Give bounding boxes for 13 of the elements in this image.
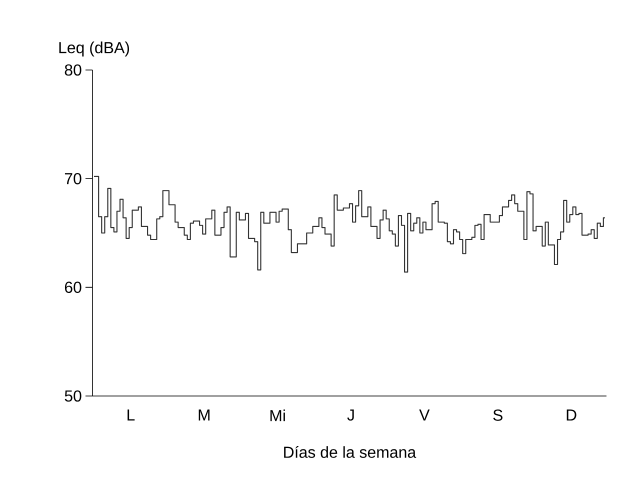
y-tick-label: 60 — [64, 282, 82, 293]
y-tick-label: 50 — [64, 390, 82, 402]
x-tick-label: D — [566, 410, 576, 421]
x-tick-label: M — [198, 410, 210, 421]
x-tick-label: S — [493, 410, 502, 421]
x-tick-label: Mi — [270, 410, 285, 422]
y-tick-label: 80 — [64, 64, 82, 76]
x-axis-title: Días de la semana — [284, 446, 416, 458]
y-axis-title: Leq (dBA) — [59, 42, 130, 56]
x-tick-label: L — [128, 410, 135, 421]
x-tick-label: V — [419, 410, 430, 421]
y-tick-label: 70 — [64, 173, 82, 184]
x-tick-label: J — [347, 410, 354, 421]
